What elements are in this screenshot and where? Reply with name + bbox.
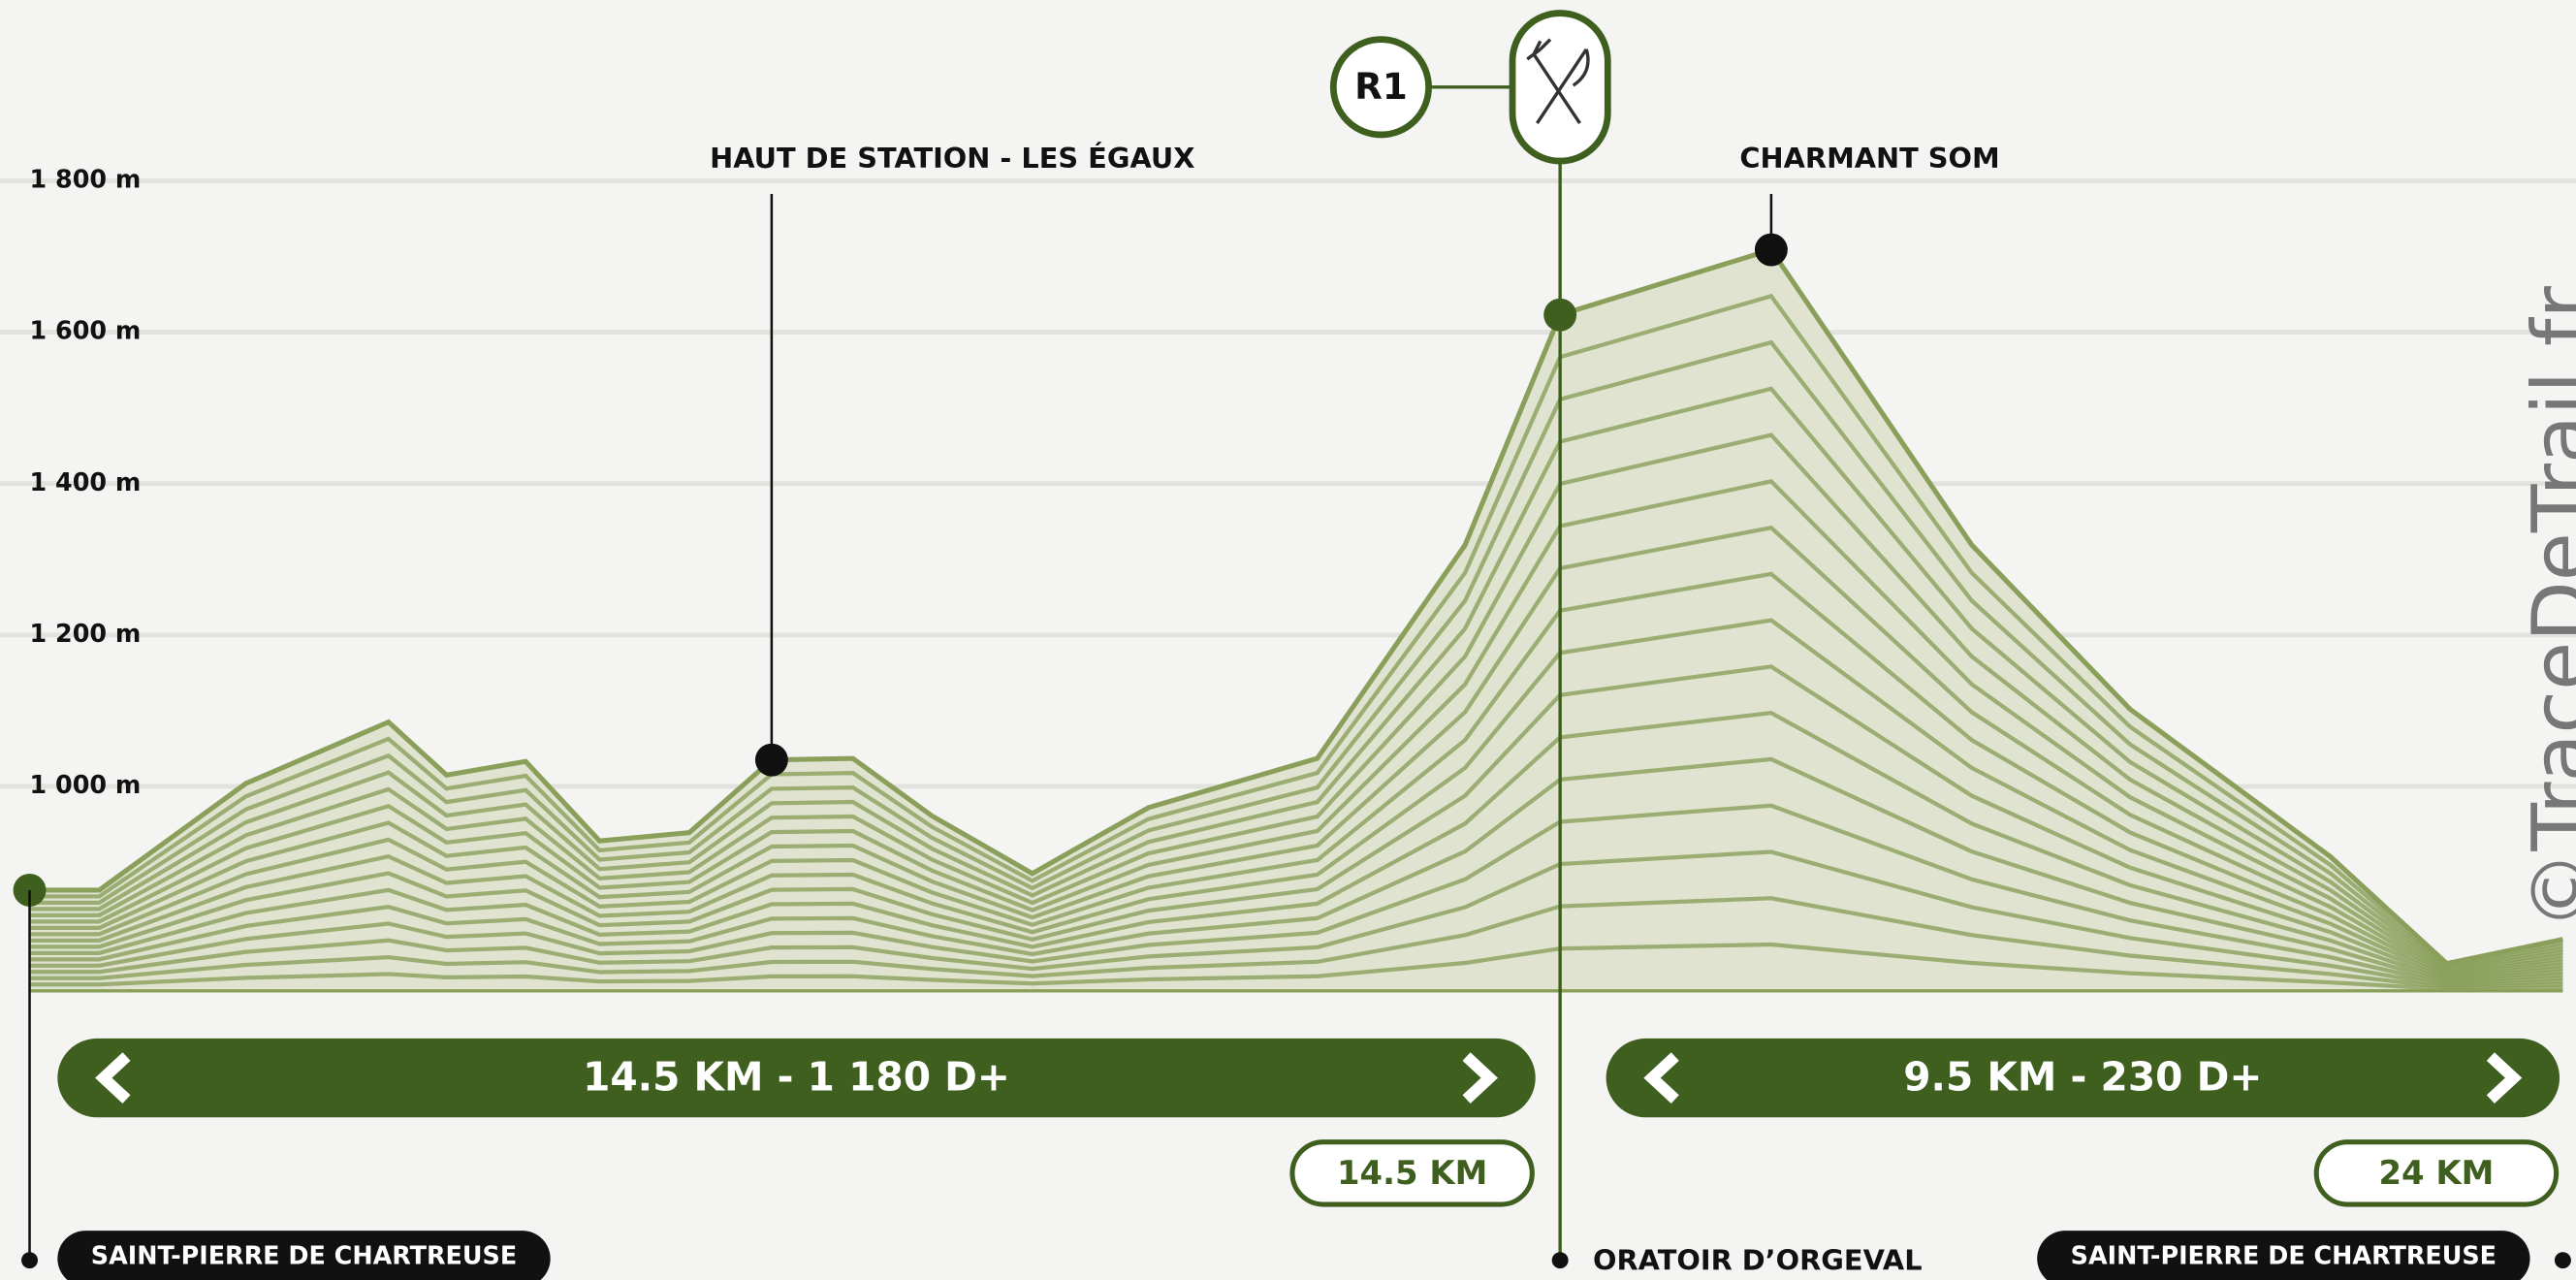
icon-knife: [1536, 48, 1590, 125]
annotation-dot: [754, 743, 788, 777]
icon-fork: [1526, 38, 1581, 125]
place-dot: [2554, 1252, 2571, 1269]
profile-stripe: [29, 756, 2563, 985]
y-tick-label: 1 400 m: [30, 467, 142, 496]
profile-stripe: [29, 525, 2563, 976]
profile-stripe: [29, 571, 2563, 978]
refreshment-dot: [1543, 298, 1577, 332]
profile-stripe: [29, 849, 2563, 988]
profile-line: [29, 246, 2563, 967]
refreshment-label: R1: [1354, 65, 1408, 108]
annotation-label: HAUT DE STATION - LES ÉGAUX: [710, 142, 1194, 175]
place-label: ORATOIR D’ORGEVAL: [1593, 1243, 1923, 1276]
refreshment-ring: [1329, 36, 1432, 139]
place-label: SAINT-PIERRE DE CHARTREUSE: [2071, 1240, 2496, 1269]
place-label: SAINT-PIERRE DE CHARTREUSE: [91, 1240, 517, 1269]
next-arrow[interactable]: [2486, 1052, 2523, 1104]
profile-stripe: [29, 479, 2563, 975]
segment-bar: [1606, 1038, 2560, 1118]
annotation-dot: [1754, 233, 1788, 267]
annotation-label: CHARMANT SOM: [1739, 142, 1999, 175]
plot: [29, 246, 2563, 993]
km-label: 14.5 KM: [1337, 1154, 1487, 1192]
y-tick-label: 1 600 m: [30, 316, 142, 345]
profile-stripe: [29, 664, 2563, 981]
segment-bar: [57, 1038, 1536, 1118]
y-tick-label: 1 200 m: [30, 619, 142, 648]
prev-arrow[interactable]: [1643, 1052, 1679, 1104]
place-pill: [57, 1231, 551, 1280]
profile-stripe: [29, 339, 2563, 970]
place-dot: [1551, 1252, 1569, 1269]
profile-stripe: [29, 386, 2563, 972]
profile-stripe: [29, 896, 2563, 990]
km-badge: [1289, 1139, 1535, 1207]
watermark: ©TraceDeTrail.fr: [2516, 285, 2576, 929]
y-tick-label: 1 800 m: [30, 165, 142, 194]
fork-knife-icon: [1526, 38, 1590, 125]
profile-stripe: [29, 711, 2563, 983]
profile-stripe: [29, 803, 2563, 986]
km-label: 24 KM: [2378, 1154, 2494, 1192]
km-badge: [2313, 1139, 2560, 1207]
profile-stripe: [29, 432, 2563, 973]
place-dot: [21, 1252, 39, 1269]
y-tick-label: 1 000 m: [30, 770, 142, 799]
overlay: HAUT DE STATION - LES ÉGAUX CHARMANT SOM R…: [13, 10, 2571, 1280]
profile-stripe: [29, 942, 2563, 992]
prev-arrow[interactable]: [95, 1052, 131, 1104]
area: [29, 249, 2563, 991]
segment-label: 14.5 KM - 1 180 D+: [583, 1053, 1010, 1100]
segment-label: 9.5 KM - 230 D+: [1903, 1053, 2262, 1100]
next-arrow[interactable]: [1462, 1052, 1499, 1104]
profile-stripe: [29, 618, 2563, 979]
profile-stripe: [29, 293, 2563, 968]
place-pill: [2037, 1231, 2530, 1280]
